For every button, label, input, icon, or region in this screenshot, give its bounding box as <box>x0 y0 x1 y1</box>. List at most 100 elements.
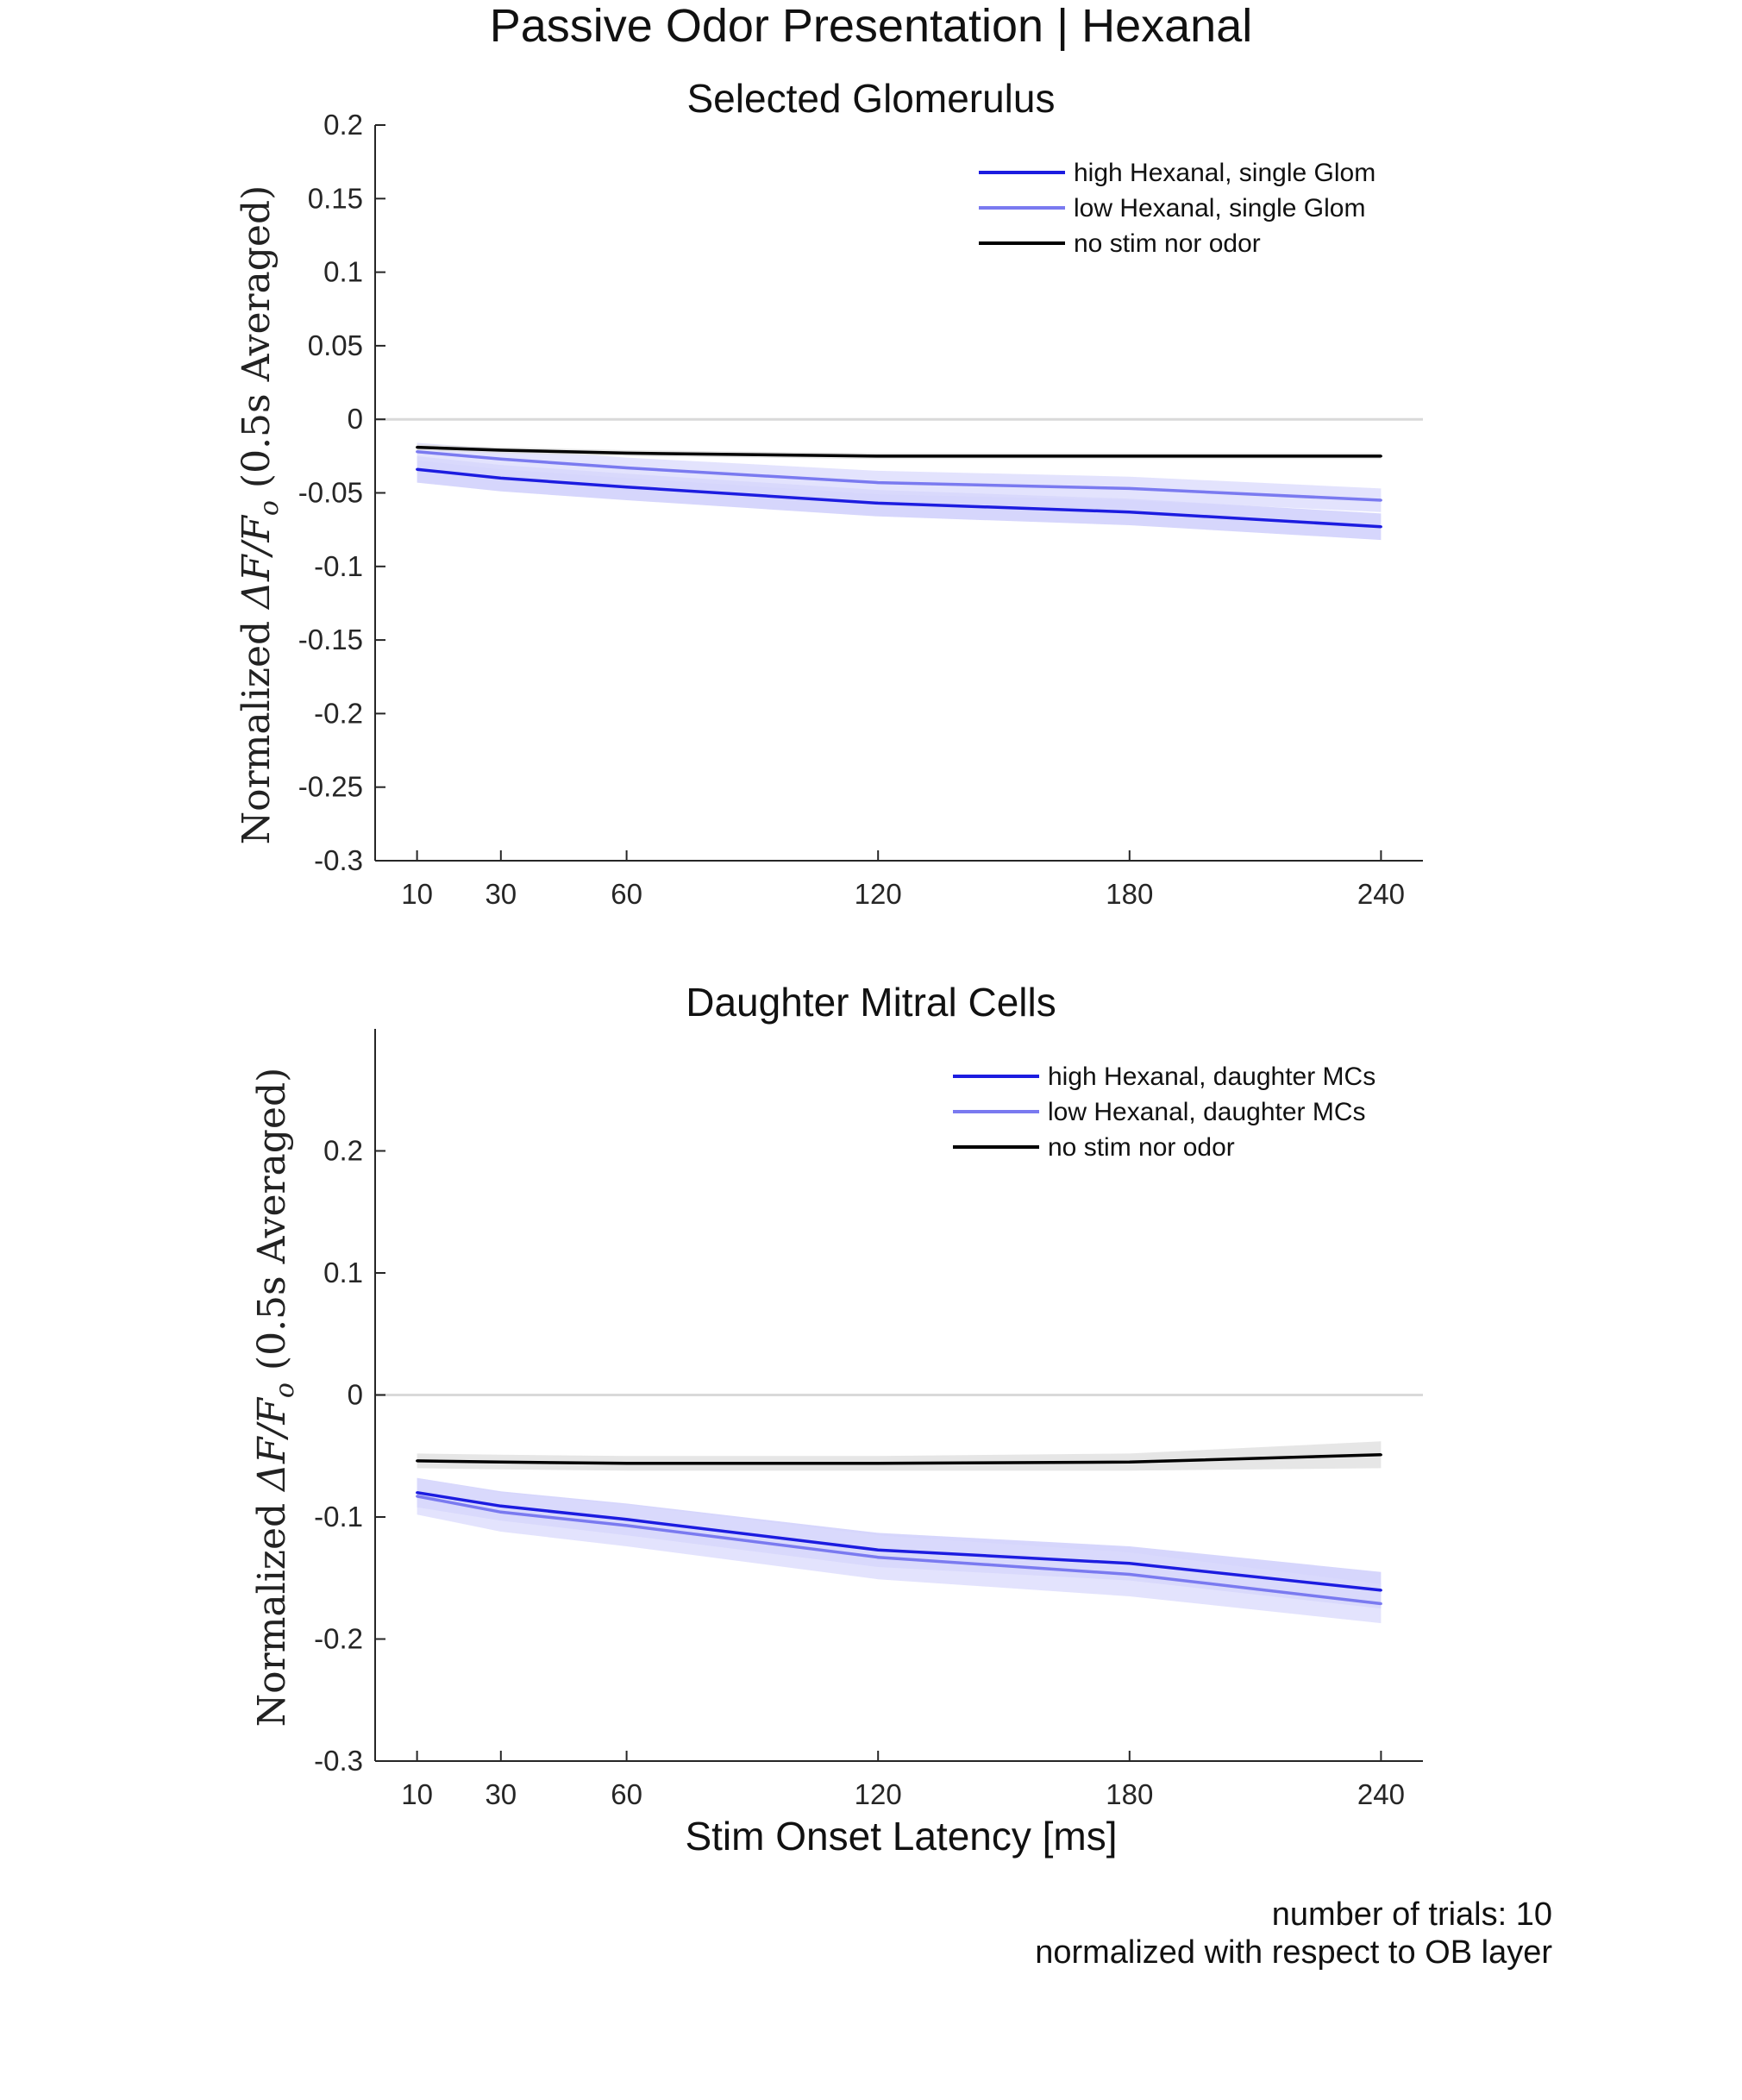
x-tick-label: 240 <box>1357 1778 1405 1810</box>
data-point-low <box>1128 1573 1131 1577</box>
data-point-none <box>876 454 880 458</box>
data-point-high <box>625 486 629 489</box>
series-line-none <box>417 445 1382 458</box>
panel-title: Selected Glomerulus <box>687 76 1056 121</box>
data-point-none <box>876 1462 880 1465</box>
data-point-high <box>1379 1589 1382 1592</box>
y-tick-label: -0.3 <box>314 1745 363 1777</box>
x-tick-label: 180 <box>1106 878 1153 910</box>
x-tick-label: 240 <box>1357 878 1405 910</box>
plot-area: -0.3 -0.2 -0.1 0 0.1 0.2 10 30 60 120 180 240 <box>314 1029 1423 1810</box>
series-line-none <box>417 1453 1382 1465</box>
y-tick-label: 0.1 <box>323 1257 363 1288</box>
y-tick-label: -0.05 <box>298 477 363 509</box>
series-line-high <box>417 1490 1382 1592</box>
panel-daughter-mitral-cells: Daughter Mitral Cells Normalized ΔF/Fo (… <box>250 980 1423 1810</box>
y-tick-label: -0.1 <box>314 550 363 582</box>
x-tick-label: 60 <box>611 878 642 910</box>
legend-label-none: no stim nor odor <box>1048 1133 1235 1162</box>
panel-title: Daughter Mitral Cells <box>686 980 1056 1025</box>
data-point-high <box>876 501 880 505</box>
data-point-low <box>1128 486 1131 490</box>
y-tick-label: -0.3 <box>314 844 363 876</box>
series-line-low <box>417 449 1382 502</box>
panel-selected-glomerulus: Selected Glomerulus Normalized ΔF/Fo (0.… <box>235 76 1423 910</box>
x-tick-label: 10 <box>401 1778 433 1810</box>
x-tick-label: 30 <box>485 1778 517 1810</box>
data-point-high <box>499 476 503 480</box>
note-trials: number of trials: 10 <box>1272 1896 1552 1933</box>
data-point-none <box>1379 454 1382 458</box>
note-normalization: normalized with respect to OB layer <box>1035 1934 1552 1971</box>
data-point-high <box>1128 1562 1131 1565</box>
data-point-none <box>625 1462 629 1465</box>
x-tick-label: 60 <box>611 1778 642 1810</box>
x-tick-label: 180 <box>1106 1778 1153 1810</box>
y-axis-label-text: Normalized <box>250 1491 294 1727</box>
data-point-high <box>1128 511 1131 514</box>
data-point-low <box>499 457 503 461</box>
y-axis-label-text: Normalized <box>235 609 279 845</box>
legend-label-high: high Hexanal, daughter MCs <box>1048 1063 1375 1091</box>
series-line-high <box>417 467 1382 529</box>
legend-label-none: no stim nor odor <box>1074 229 1261 258</box>
y-tick-label: 0 <box>348 1379 363 1411</box>
y-axis-label: Normalized ΔF/Fo (0.5s Averaged) <box>235 185 285 845</box>
data-point-none <box>416 446 419 449</box>
data-point-high <box>416 1491 419 1495</box>
y-axis-label-math: ΔF/F <box>235 515 279 611</box>
data-point-none <box>499 448 503 452</box>
data-point-low <box>416 1495 419 1498</box>
y-axis-label-suffix: (0.5s Averaged) <box>250 1068 294 1382</box>
data-point-none <box>416 1459 419 1463</box>
data-point-none <box>625 451 629 454</box>
y-tick-label: 0.1 <box>323 256 363 288</box>
y-tick-label: 0.05 <box>308 329 363 361</box>
x-tick-label: 120 <box>855 878 902 910</box>
x-tick-label: 30 <box>485 878 517 910</box>
data-point-high <box>876 1548 880 1551</box>
legend-label-low: low Hexanal, single Glom <box>1074 194 1365 223</box>
y-axis-label-subscript: o <box>270 1382 300 1398</box>
data-point-none <box>1379 1453 1382 1457</box>
data-point-low <box>499 1510 503 1514</box>
data-point-low <box>1379 498 1382 502</box>
data-point-none <box>1128 1460 1131 1464</box>
y-tick-label: -0.15 <box>298 624 363 655</box>
data-point-low <box>876 481 880 485</box>
y-tick-label: 0 <box>348 403 363 435</box>
y-tick-label: -0.2 <box>314 1623 363 1655</box>
y-axis-label-math: ΔF/F <box>250 1397 294 1493</box>
x-axis-label: Stim Onset Latency [ms] <box>685 1814 1117 1859</box>
data-point-low <box>625 466 629 469</box>
data-point-high <box>625 1518 629 1521</box>
legend: high Hexanal, daughter MCs low Hexanal, d… <box>953 1063 1375 1162</box>
data-point-low <box>876 1556 880 1559</box>
series-line-low <box>417 1495 1382 1606</box>
y-tick-label: -0.1 <box>314 1501 363 1533</box>
x-tick-label: 120 <box>855 1778 902 1810</box>
data-point-high <box>499 1504 503 1508</box>
legend-label-low: low Hexanal, daughter MCs <box>1048 1098 1366 1126</box>
data-point-none <box>499 1460 503 1464</box>
y-tick-label: 0.2 <box>323 1135 363 1167</box>
data-point-low <box>416 450 419 454</box>
error-band-low <box>417 442 1382 512</box>
legend-label-high: high Hexanal, single Glom <box>1074 159 1375 187</box>
y-tick-label: 0.15 <box>308 182 363 214</box>
data-point-high <box>416 467 419 471</box>
legend: high Hexanal, single Glom low Hexanal, si… <box>979 159 1375 258</box>
plot-area: -0.3 -0.25 -0.2 -0.15 -0.1 -0.05 0 0.05 0.1 0.15 0… <box>298 109 1423 910</box>
y-axis-label-suffix: (0.5s Averaged) <box>235 185 279 500</box>
figure-title: Passive Odor Presentation | Hexanal <box>490 0 1253 52</box>
y-axis-label-subscript: o <box>254 500 285 516</box>
data-point-none <box>1128 454 1131 458</box>
x-tick-label: 10 <box>401 878 433 910</box>
data-point-high <box>1379 525 1382 529</box>
y-axis-label: Normalized ΔF/Fo (0.5s Averaged) <box>250 1068 300 1727</box>
data-point-low <box>625 1524 629 1527</box>
y-tick-label: 0.2 <box>323 109 363 141</box>
y-tick-label: -0.2 <box>314 697 363 729</box>
y-tick-label: -0.25 <box>298 771 363 803</box>
